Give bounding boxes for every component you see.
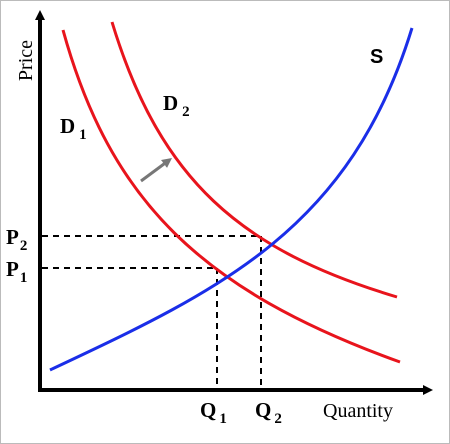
price-letter: P — [6, 225, 19, 249]
curve-letter: D — [60, 114, 75, 138]
curve-subscript: 1 — [79, 127, 87, 143]
curve-letter: D — [163, 91, 178, 115]
price-letter: P — [6, 257, 19, 281]
supply-curve — [49, 27, 414, 372]
quantity-letter: Q — [255, 398, 271, 422]
curve-subscript: 2 — [182, 104, 190, 120]
quantity-letter: Q — [200, 398, 216, 422]
x-axis-label: Quantity — [323, 400, 393, 422]
guides — [42, 235, 262, 388]
y-axis-label: Price — [15, 40, 37, 81]
quantity-subscript: 1 — [219, 411, 227, 427]
demand-curve-2 — [110, 21, 398, 299]
price-label: P1 — [6, 257, 27, 286]
price-subscript: 2 — [20, 238, 28, 254]
price-label: P2 — [6, 225, 27, 254]
quantity-subscript: 2 — [274, 411, 282, 427]
price-subscript: 1 — [20, 270, 28, 286]
curve-label: S — [370, 46, 383, 68]
shift-arrow — [140, 158, 173, 183]
demand-curve-1 — [61, 29, 401, 364]
